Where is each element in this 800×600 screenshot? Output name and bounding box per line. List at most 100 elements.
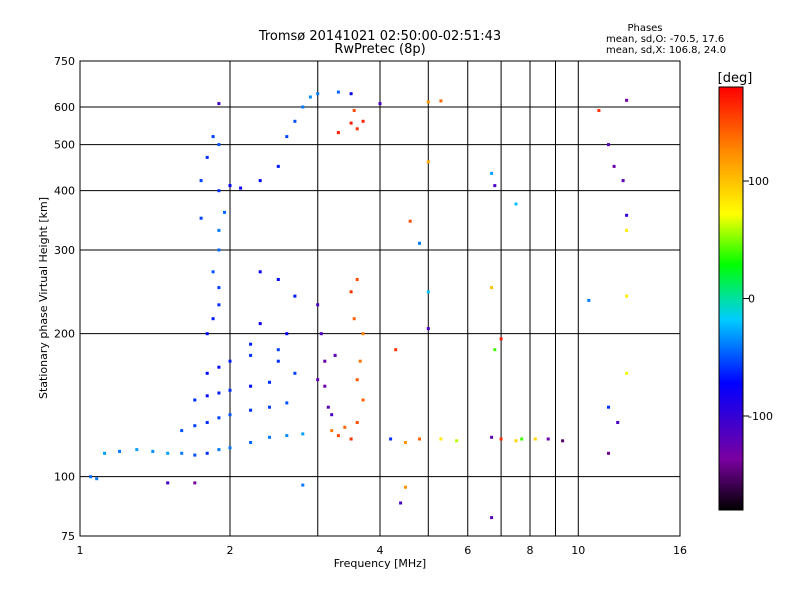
echo-point (135, 448, 139, 452)
data-points (89, 90, 629, 520)
echo-point (355, 278, 359, 281)
echo-point (180, 429, 184, 433)
echo-point (217, 448, 221, 452)
echo-point (276, 359, 280, 363)
echo-point (217, 189, 221, 193)
y-tick-label: 300 (54, 244, 75, 257)
echo-point (326, 405, 330, 409)
echo-point (199, 216, 203, 220)
echo-point (205, 155, 209, 159)
echo-point (285, 332, 289, 336)
chart-subtitle: RwPretec (8p) (334, 42, 425, 57)
echo-point (625, 294, 629, 298)
colorbar (718, 86, 744, 511)
echo-point (193, 453, 197, 457)
echo-point (293, 294, 297, 298)
echo-point (343, 425, 347, 429)
echo-point (151, 449, 155, 453)
echo-point (514, 439, 518, 443)
echo-point (389, 437, 393, 441)
echo-point (217, 365, 221, 369)
echo-point (268, 435, 271, 439)
colorbar-ticks: 100 0 -100 (743, 175, 773, 423)
echo-point (625, 98, 629, 102)
echo-point (211, 135, 215, 139)
x-tick-label: 8 (527, 544, 534, 557)
echo-point (330, 429, 334, 433)
grid (80, 61, 680, 536)
echo-point (394, 348, 398, 352)
echo-point (166, 481, 170, 485)
echo-point (358, 359, 362, 363)
echo-point (301, 483, 305, 487)
echo-point (217, 248, 221, 252)
echo-point (217, 303, 221, 307)
echo-point (490, 435, 494, 439)
echo-point (355, 421, 359, 424)
echo-point (378, 102, 382, 106)
echo-point (249, 342, 253, 346)
x-tick-label: 10 (571, 544, 585, 557)
echo-point (118, 449, 121, 453)
echo-point (258, 322, 262, 326)
echo-point (205, 394, 209, 398)
echo-point (285, 434, 289, 438)
echo-point (349, 290, 353, 294)
y-tick-label: 600 (54, 101, 75, 114)
echo-point (455, 439, 459, 443)
echo-point (520, 437, 524, 441)
echo-point (625, 213, 629, 217)
echo-point (607, 405, 610, 409)
echo-point (199, 179, 203, 183)
echo-point (223, 210, 226, 214)
phase-box-title: Phases (627, 23, 662, 34)
echo-point (285, 401, 289, 405)
echo-point (276, 278, 280, 281)
echo-point (285, 135, 289, 139)
echo-point (217, 102, 221, 106)
echo-point (490, 171, 494, 175)
echo-point (166, 451, 170, 455)
echo-point (404, 485, 407, 489)
y-tick-label: 750 (54, 55, 75, 68)
echo-point (499, 437, 503, 441)
phase-box-line1: mean, sd,O: -70.5, 17.6 (606, 34, 724, 45)
echo-point (258, 270, 262, 274)
echo-point (616, 421, 620, 424)
x-tick-label: 1 (77, 544, 84, 557)
x-tick-label: 6 (464, 544, 471, 557)
echo-point (276, 164, 280, 168)
echo-point (625, 371, 629, 375)
x-tick-label: 2 (227, 544, 234, 557)
echo-point (258, 179, 262, 183)
echo-point (426, 327, 430, 331)
echo-point (399, 501, 403, 505)
echo-point (301, 105, 305, 109)
echo-point (323, 359, 327, 363)
echo-point (268, 405, 271, 409)
echo-point (316, 92, 320, 96)
echo-point (355, 378, 359, 382)
echo-point (349, 437, 353, 441)
x-axis-label: Frequency [MHz] (334, 557, 426, 570)
y-tick-label: 500 (54, 139, 75, 152)
chart-title: Tromsø 20141021 02:50:00-02:51:43 (258, 29, 501, 44)
echo-point (228, 359, 232, 363)
echo-point (533, 437, 537, 441)
echo-point (316, 378, 320, 382)
echo-point (349, 121, 353, 125)
echo-point (316, 303, 320, 307)
echo-point (323, 384, 327, 388)
y-tick-label: 75 (61, 530, 75, 543)
echo-point (205, 332, 209, 336)
echo-point (89, 475, 93, 479)
axes: 1 2 4 6 8 10 16 75 100 200 300 400 500 600 750 (54, 55, 687, 557)
y-tick-label: 100 (54, 471, 75, 484)
echo-point (211, 270, 215, 274)
y-tick-label: 400 (54, 185, 75, 198)
echo-point (426, 160, 430, 164)
echo-point (361, 332, 365, 336)
echo-point (426, 290, 430, 294)
echo-point (293, 371, 297, 375)
